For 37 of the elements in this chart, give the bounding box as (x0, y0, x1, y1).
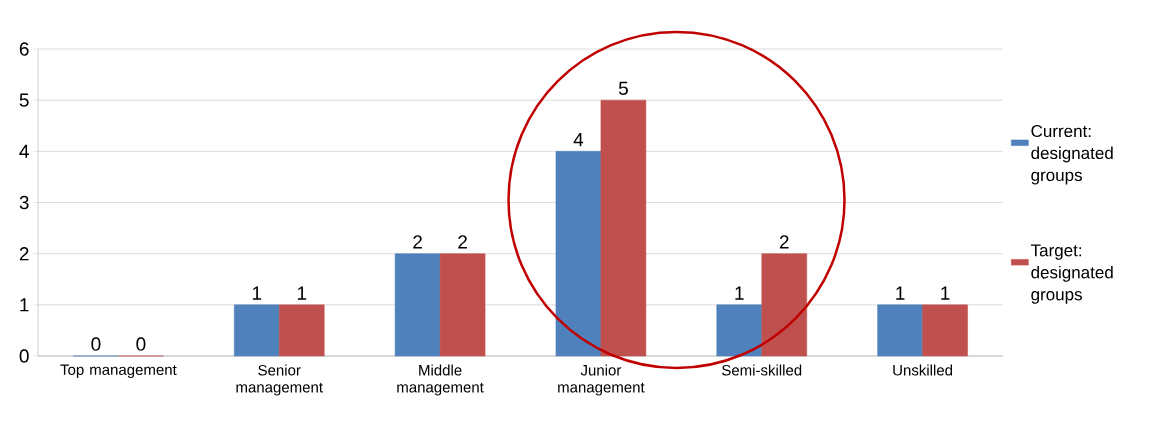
x-tick-label: Top management (60, 364, 177, 378)
data-label: 5 (618, 81, 628, 95)
data-label: 1 (297, 286, 307, 300)
bar (877, 304, 923, 357)
y-tick-label: 6 (19, 42, 29, 56)
x-tick-label: Unskilled (893, 364, 953, 376)
bar (761, 253, 807, 357)
data-label: 2 (413, 235, 422, 249)
y-tick-label: 1 (20, 298, 29, 312)
x-tick-label: Junior management (558, 364, 645, 396)
legend-label: Target: designated groups (1030, 244, 1113, 304)
bar (439, 253, 486, 357)
bar (922, 304, 968, 357)
x-tick-label: Middle management (397, 364, 484, 396)
data-label: 2 (779, 235, 789, 249)
legend-label: Current: designated groups (1031, 125, 1113, 185)
y-tick-label: 2 (19, 247, 29, 261)
bar (716, 304, 762, 357)
data-label: 1 (252, 286, 262, 300)
y-tick-label: 5 (19, 93, 29, 107)
y-tick-label: 0 (19, 349, 29, 363)
bar (394, 253, 441, 357)
data-label: 0 (136, 337, 146, 351)
data-label: 1 (941, 286, 950, 300)
bar (600, 99, 647, 357)
y-tick-label: 4 (19, 144, 29, 158)
bar (555, 151, 602, 357)
bar (279, 304, 325, 357)
x-tick-label: Senior management (236, 364, 323, 396)
data-label: 1 (896, 286, 905, 300)
data-label: 4 (573, 133, 584, 147)
y-tick-label: 3 (19, 195, 29, 210)
data-label: 2 (458, 235, 467, 249)
x-tick-label: Semi-skilled (722, 364, 802, 376)
data-label: 0 (91, 337, 101, 351)
bar (234, 304, 280, 357)
data-label: 1 (735, 286, 744, 300)
